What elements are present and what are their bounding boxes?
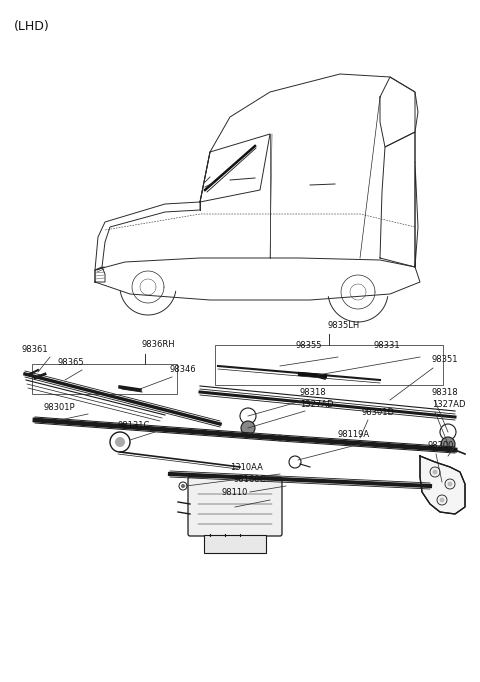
Text: 1327AD: 1327AD: [300, 400, 334, 409]
Text: 98301P: 98301P: [44, 403, 76, 412]
Circle shape: [447, 481, 453, 486]
Circle shape: [181, 484, 185, 488]
Text: 98331: 98331: [373, 341, 400, 350]
Text: 98318: 98318: [300, 388, 326, 397]
Bar: [32, 364, 177, 394]
Text: (LHD): (LHD): [14, 20, 50, 33]
Text: 98131C: 98131C: [118, 421, 150, 430]
Text: 98301D: 98301D: [362, 408, 395, 417]
FancyBboxPatch shape: [204, 535, 266, 553]
Text: 98361: 98361: [22, 345, 48, 354]
Text: 98318: 98318: [432, 388, 458, 397]
Text: 98119A: 98119A: [338, 430, 370, 439]
Circle shape: [241, 421, 255, 435]
Text: 98355: 98355: [295, 341, 322, 350]
FancyBboxPatch shape: [188, 477, 282, 536]
Circle shape: [115, 437, 125, 447]
Text: 1327AD: 1327AD: [432, 400, 466, 409]
Text: 98200: 98200: [427, 441, 454, 450]
Text: 98351: 98351: [432, 355, 458, 364]
Circle shape: [441, 437, 455, 451]
Text: 98110: 98110: [222, 488, 248, 497]
Polygon shape: [420, 456, 465, 514]
Text: 98346: 98346: [170, 365, 197, 374]
Text: 98160C: 98160C: [233, 475, 265, 484]
Text: 1310AA: 1310AA: [230, 463, 263, 472]
Circle shape: [432, 469, 437, 475]
Text: 9836RH: 9836RH: [142, 340, 176, 349]
Circle shape: [440, 497, 444, 503]
Bar: [192, 483, 250, 501]
Text: 9835LH: 9835LH: [327, 321, 359, 330]
Text: 98365: 98365: [58, 358, 84, 367]
Bar: [215, 345, 443, 385]
